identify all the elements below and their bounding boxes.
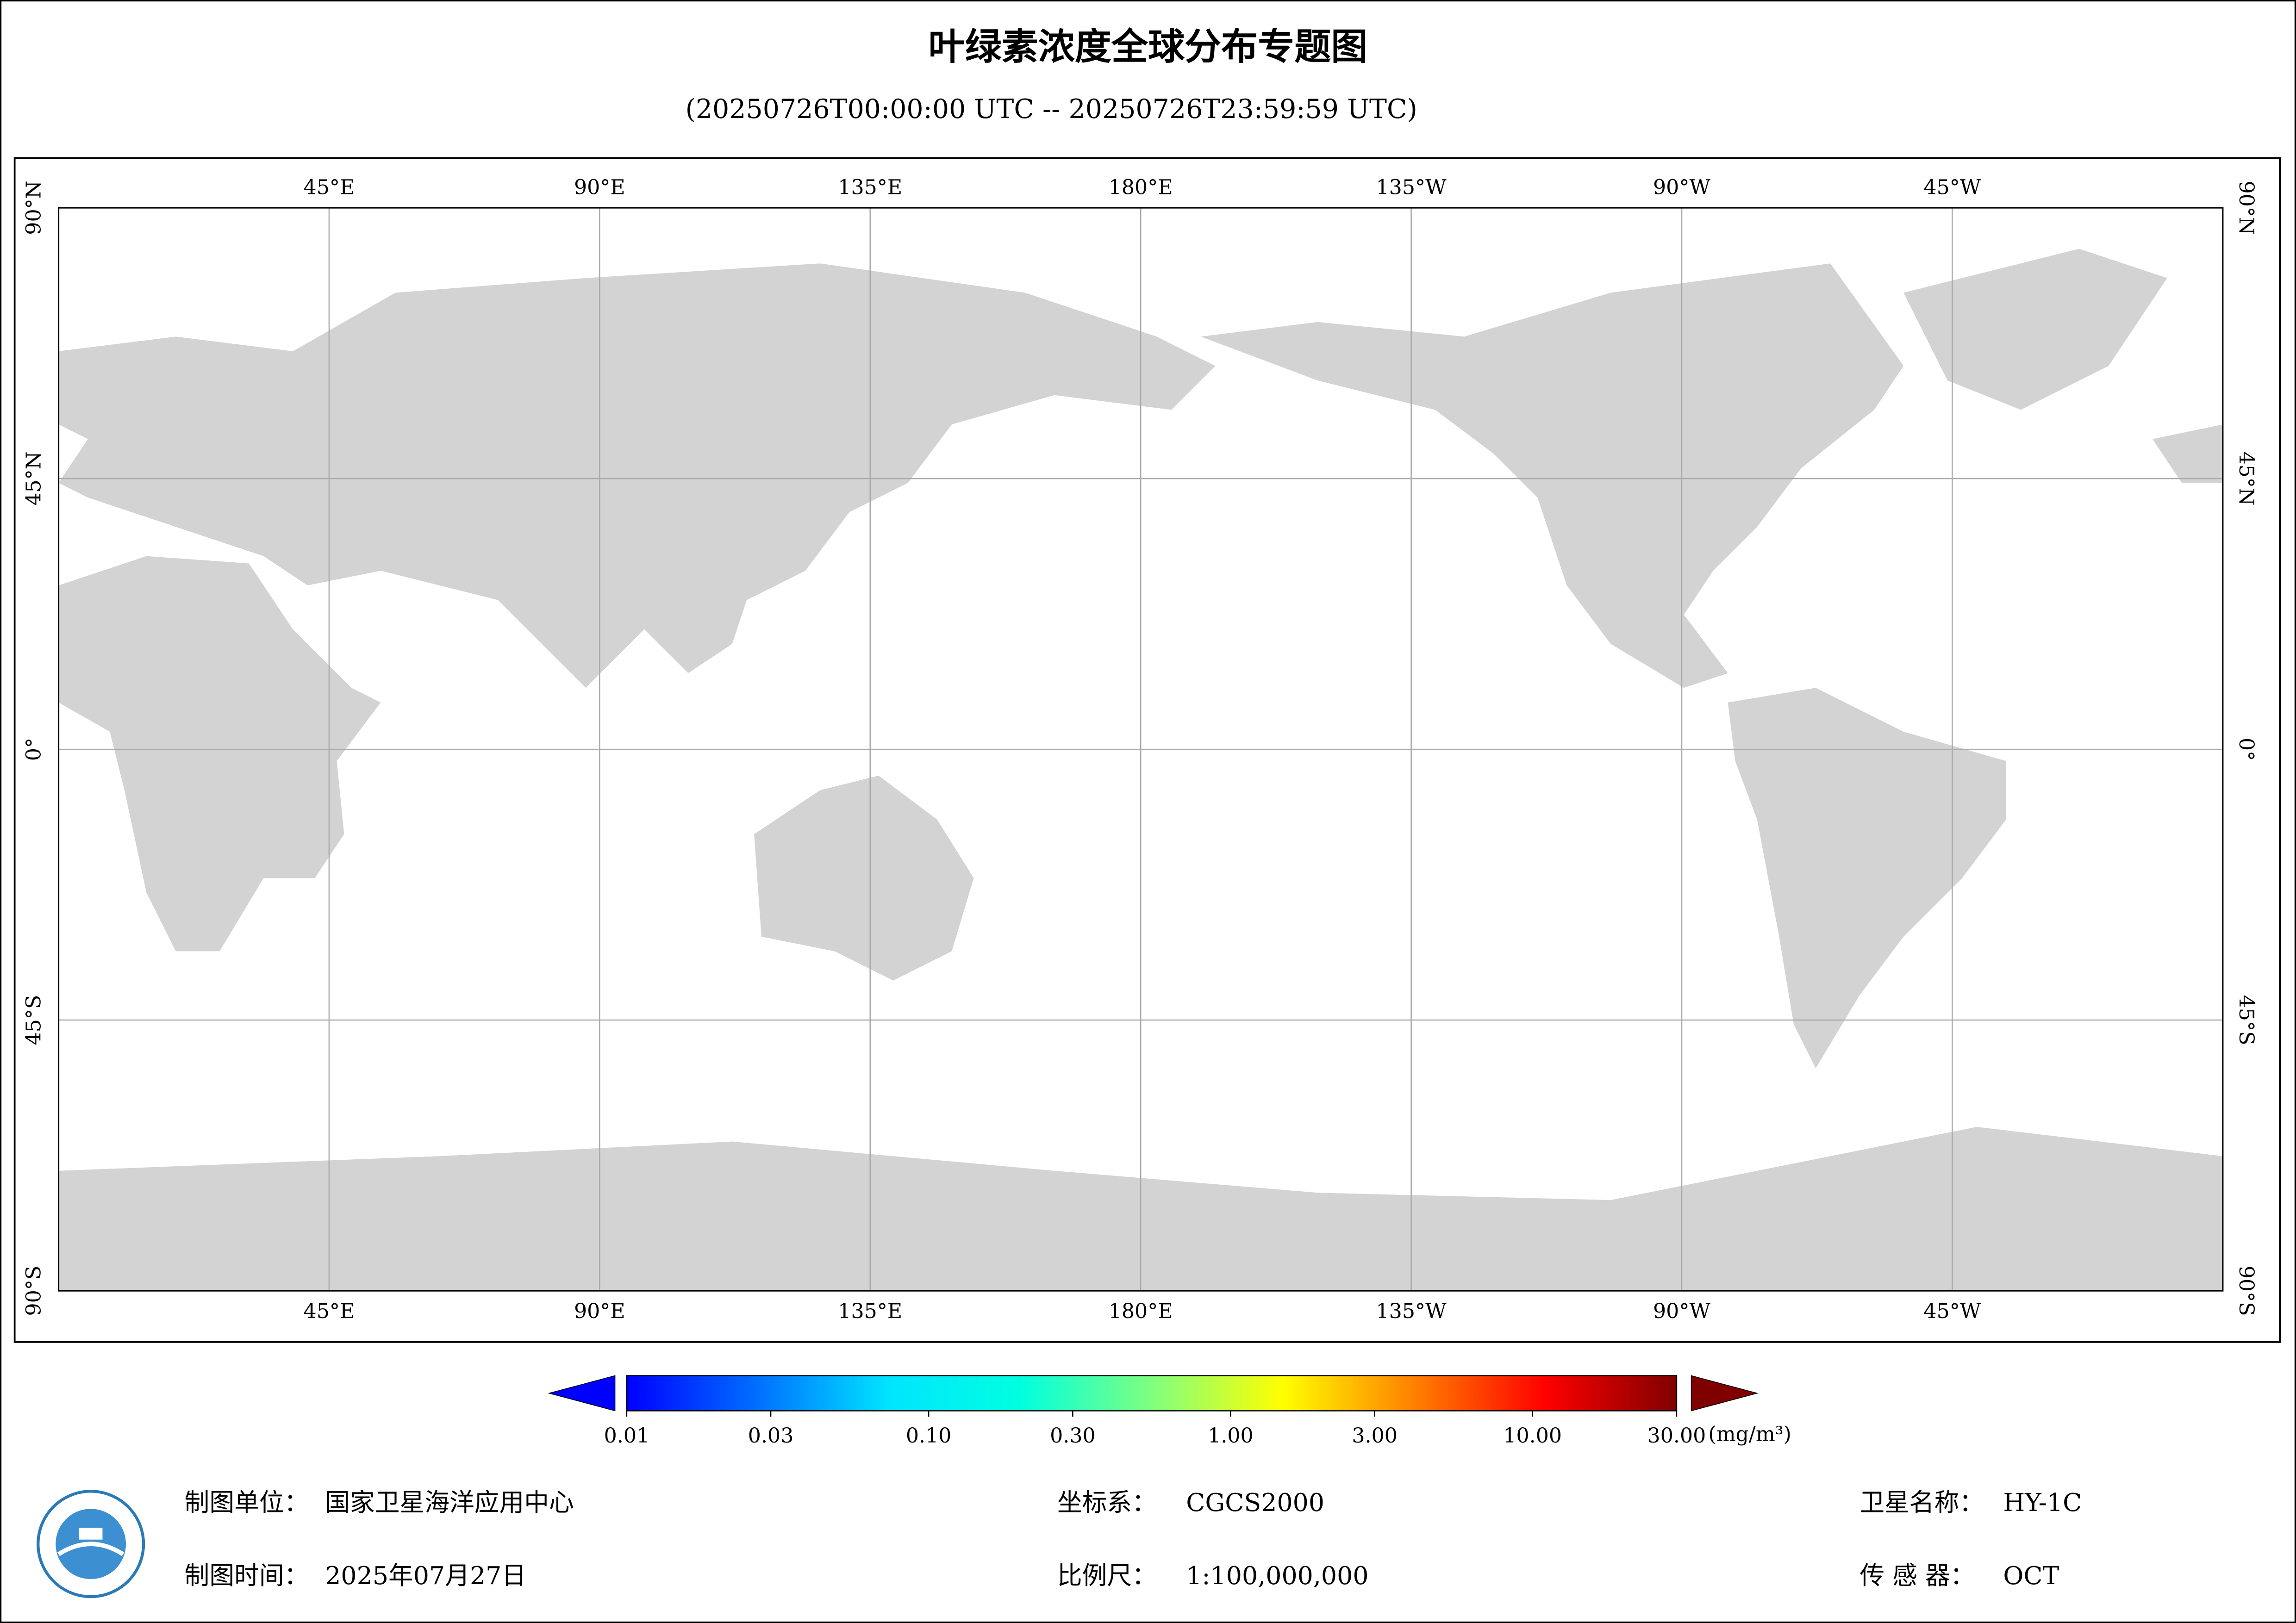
lon-label: 135°E xyxy=(838,1300,902,1323)
lon-label: 45°W xyxy=(1923,1300,1981,1323)
lat-label: 90°N xyxy=(22,180,45,235)
footer-label: 传 感 器： xyxy=(1859,1561,1975,1590)
footer-value: HY-1C xyxy=(2003,1488,2082,1517)
lon-label: 45°E xyxy=(304,175,355,199)
footer-label: 制图单位： xyxy=(185,1488,309,1517)
subtitle: (20250726T00:00:00 UTC -- 20250726T23:59… xyxy=(686,94,1417,124)
lat-label: 0° xyxy=(22,738,45,761)
colorbar-tick-label: 3.00 xyxy=(1352,1424,1398,1448)
colorbar xyxy=(626,1375,1678,1412)
lon-label: 90°E xyxy=(574,175,625,199)
footer-value: 国家卫星海洋应用中心 xyxy=(325,1488,574,1517)
colorbar-tick-label: 10.00 xyxy=(1503,1424,1562,1448)
lat-label: 90°S xyxy=(2234,1266,2258,1316)
colorbar-tick-label: 0.03 xyxy=(748,1424,794,1448)
lon-label: 45°W xyxy=(1923,175,1981,199)
colorbar-tick-label: 30.00 xyxy=(1647,1424,1706,1448)
lat-label: 45°N xyxy=(22,451,45,505)
footer-label: 制图时间： xyxy=(185,1561,309,1590)
footer-value: 1:100,000,000 xyxy=(1186,1561,1368,1590)
colorbar-unit: (mg/m³) xyxy=(1708,1423,1791,1446)
lat-label: 45°N xyxy=(2234,451,2258,505)
colorbar-tick-label: 0.30 xyxy=(1050,1424,1096,1448)
logo xyxy=(37,1490,145,1598)
colorbar-tick-label: 0.10 xyxy=(906,1424,952,1448)
lon-label: 90°E xyxy=(574,1300,625,1323)
colorbar-tick-label: 0.01 xyxy=(604,1424,650,1448)
map-border xyxy=(57,207,2224,1292)
lon-label: 180°E xyxy=(1109,1300,1173,1323)
map-frame xyxy=(13,157,2281,1343)
lon-label: 135°E xyxy=(838,175,902,199)
lon-label: 45°E xyxy=(304,1300,355,1323)
lat-label: 90°N xyxy=(2234,180,2258,235)
footer-label: 卫星名称： xyxy=(1859,1488,1984,1517)
colorbar-over-arrow xyxy=(1691,1375,1759,1412)
colorbar-tick-label: 1.00 xyxy=(1208,1424,1254,1448)
colorbar-under-arrow xyxy=(548,1375,616,1412)
footer-value: 2025年07月27日 xyxy=(325,1561,526,1590)
lon-label: 135°W xyxy=(1376,1300,1447,1323)
footer-label: 坐标系： xyxy=(1057,1488,1157,1517)
lat-label: 45°S xyxy=(2234,995,2258,1045)
lon-label: 90°W xyxy=(1653,1300,1710,1323)
lon-label: 135°W xyxy=(1376,175,1447,199)
lat-label: 45°S xyxy=(22,995,45,1045)
lat-label: 90°S xyxy=(22,1266,45,1316)
footer-label: 比例尺： xyxy=(1057,1561,1157,1590)
lon-label: 90°W xyxy=(1653,175,1710,199)
title: 叶绿素浓度全球分布专题图 xyxy=(929,25,1368,68)
footer-value: OCT xyxy=(2003,1561,2059,1590)
lon-label: 180°E xyxy=(1109,175,1173,199)
lat-label: 0° xyxy=(2234,738,2258,761)
footer-value: CGCS2000 xyxy=(1186,1488,1324,1517)
